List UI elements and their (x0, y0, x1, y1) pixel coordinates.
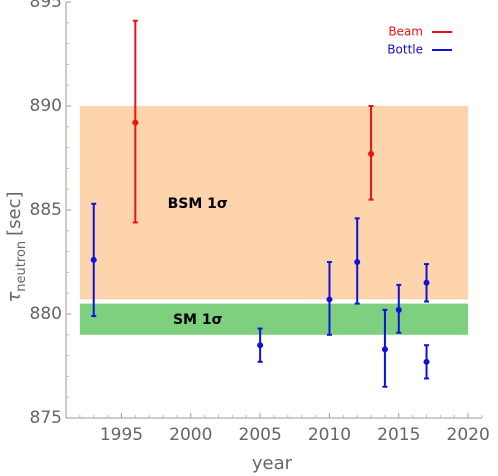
band-bsm-1 (79, 106, 469, 300)
legend: Beam Bottle (387, 25, 452, 57)
data-point-bottle (257, 327, 264, 363)
y-tick-label-885: 885 (30, 200, 62, 220)
y-axis-title-unit: [sec] (4, 191, 25, 235)
x-tick-label-2005: 2005 (239, 425, 282, 445)
y-axis-title-subscript: neutron (14, 241, 29, 292)
y-tick-label-875: 875 (30, 408, 62, 428)
marker-beam (132, 119, 139, 126)
marker-bottle (423, 279, 430, 286)
bands-layer: BSM 1σ SM 1σ (79, 106, 469, 335)
data-point-bottle (381, 308, 388, 388)
legend-label-beam: Beam (388, 25, 423, 39)
data-point-bottle (423, 344, 430, 380)
data-point-bottle (354, 217, 361, 305)
x-axis-title: year (252, 453, 293, 474)
series-beam (132, 19, 375, 224)
series-bottle (90, 202, 430, 388)
legend-label-bottle: Bottle (387, 43, 423, 57)
y-axis-title-symbol: τ (4, 292, 25, 303)
band-label-bsm-1: BSM 1σ (168, 196, 228, 212)
band-label-sm-1: SM 1σ (173, 312, 223, 328)
data-point-beam (132, 19, 139, 224)
data-point-bottle (90, 202, 97, 318)
marker-beam (368, 150, 375, 157)
data-point-bottle (423, 263, 430, 303)
ticks-layer: 875 880 885 890 895 1995 2000 2005 2010 2015 2020 (30, 0, 490, 445)
y-tick-label-880: 880 (30, 304, 62, 324)
series-layer (90, 19, 430, 388)
x-tick-label-2000: 2000 (169, 425, 212, 445)
marker-bottle (395, 306, 402, 313)
data-point-bottle (395, 283, 402, 334)
marker-bottle (381, 346, 388, 353)
y-tick-label-890: 890 (30, 96, 62, 116)
x-tick-label-1995: 1995 (100, 425, 143, 445)
y-axis-title-group: τneutron [sec] (4, 191, 29, 302)
y-axis-title: τneutron [sec] (4, 191, 29, 302)
band-sm-1 (79, 303, 469, 335)
data-point-beam (368, 105, 375, 201)
y-tick-label-895: 895 (30, 0, 62, 12)
marker-bottle (423, 358, 430, 365)
marker-bottle (257, 342, 264, 349)
x-tick-label-2010: 2010 (308, 425, 351, 445)
marker-bottle (354, 259, 361, 265)
marker-bottle (90, 256, 97, 263)
marker-bottle (326, 296, 333, 303)
x-tick-label-2020: 2020 (447, 425, 490, 445)
data-point-bottle (326, 261, 333, 336)
x-tick-label-2015: 2015 (377, 425, 420, 445)
